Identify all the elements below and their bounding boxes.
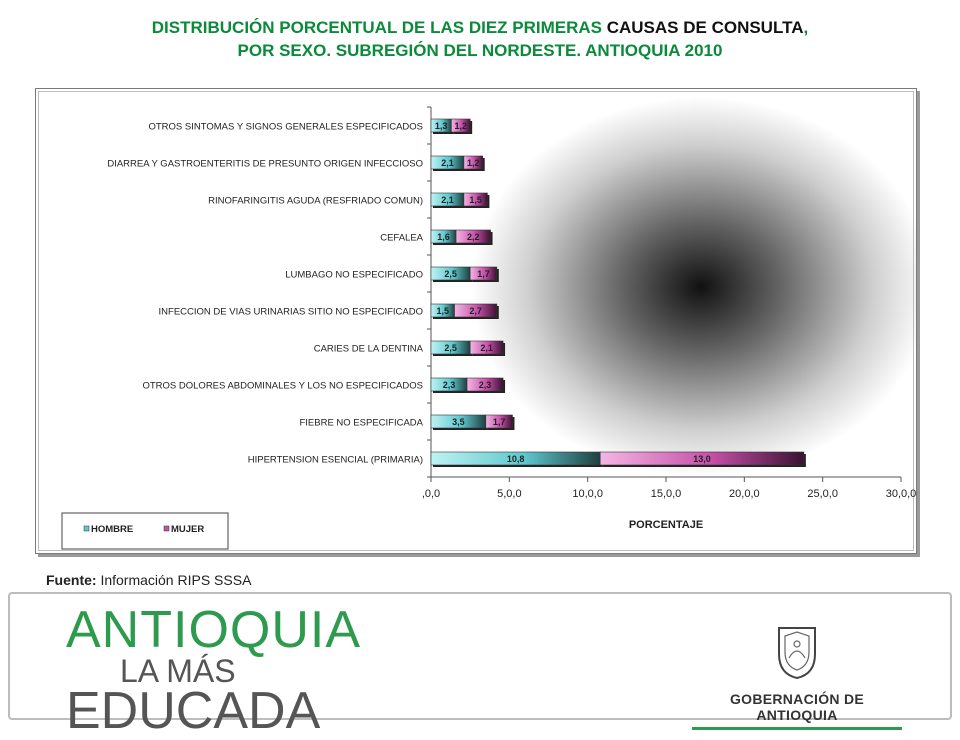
data-label: 1,5 xyxy=(436,306,449,316)
bar-mujer xyxy=(466,377,504,392)
bar-mujer xyxy=(463,155,483,170)
government-name: GOBERNACIÓN DE ANTIOQUIA xyxy=(729,691,865,723)
x-tick-label: 30,0,0 xyxy=(886,488,916,500)
data-label: 2,1 xyxy=(441,195,454,205)
bar-mujer xyxy=(454,303,498,318)
category-label: RINOFARINGITIS AGUDA (RESFRIADO COMUN) xyxy=(208,196,423,207)
data-label: 2,3 xyxy=(479,380,492,390)
category-label: HIPERTENSION ESENCIAL (PRIMARIA) xyxy=(248,455,423,466)
legend-label-hombre: HOMBRE xyxy=(91,524,133,535)
chart-frame: ,0,0 5,0,0 10,0,0 15,0,0 20,0,0 25,0,0 30,0,0 P… xyxy=(35,88,917,554)
x-tick-label: 25,0,0 xyxy=(807,488,838,500)
data-label: 1,7 xyxy=(493,417,506,427)
data-label: 3,5 xyxy=(452,417,465,427)
x-tick-label: 15,0,0 xyxy=(651,488,682,500)
source-label: Fuente: xyxy=(46,572,97,588)
source-note: Fuente: Información RIPS SSSA xyxy=(46,572,251,588)
data-label: 2,5 xyxy=(444,343,457,353)
category-label: INFECCION DE VIAS URINARIAS SITIO NO ESP… xyxy=(159,307,423,318)
government-logo: GOBERNACIÓN DE ANTIOQUIA xyxy=(692,624,902,730)
data-label: 2,7 xyxy=(469,306,482,316)
bar-mujer xyxy=(455,229,491,244)
legend-box xyxy=(61,512,229,550)
x-tick-label: ,0,0 xyxy=(422,488,440,500)
antioquia-logo: ANTIOQUIA LA MÁS EDUCADA xyxy=(66,601,362,740)
chart-inner-border xyxy=(38,91,914,551)
bar-mujer xyxy=(469,340,504,355)
logo-line3: EDUCADA xyxy=(66,682,321,740)
category-label: DIARREA Y GASTROENTERITIS DE PRESUNTO OR… xyxy=(107,159,423,170)
title-line1-c: , xyxy=(803,18,809,37)
legend-label-mujer: MUJER xyxy=(171,524,204,535)
category-label: OTROS SINTOMAS Y SIGNOS GENERALES ESPECI… xyxy=(148,122,423,133)
bar-mujer xyxy=(463,192,488,207)
title-highlight: CAUSAS DE CONSULTA xyxy=(606,18,804,37)
x-tick-label: 5,0,0 xyxy=(497,488,521,500)
data-label: 1,3 xyxy=(435,121,448,131)
bar-mujer xyxy=(485,414,513,429)
footer-banner: ANTIOQUIA LA MÁS EDUCADA GOBERNACIÓN DE … xyxy=(8,592,952,737)
government-underline xyxy=(692,727,902,730)
data-label: 2,5 xyxy=(444,269,457,279)
legend-swatch-mujer xyxy=(163,525,170,532)
data-label: 2,1 xyxy=(441,158,454,168)
legend: HOMBRE MUJER xyxy=(61,512,229,550)
data-label: 10,8 xyxy=(507,454,525,464)
data-label: 1,2 xyxy=(455,121,468,131)
bar-mujer xyxy=(599,451,805,466)
bar-mujer xyxy=(451,118,471,133)
data-label: 1,2 xyxy=(467,158,480,168)
data-label: 2,2 xyxy=(467,232,480,242)
logo-line1: ANTIOQUIA xyxy=(66,601,362,659)
data-label: 13,0 xyxy=(693,454,711,464)
data-label: 1,5 xyxy=(469,195,482,205)
category-label: CEFALEA xyxy=(380,233,423,244)
source-text: Información RIPS SSSA xyxy=(96,572,252,588)
bar-mujer xyxy=(469,266,498,281)
category-label: LUMBAGO NO ESPECIFICADO xyxy=(285,270,423,281)
legend-swatch-hombre xyxy=(83,525,90,532)
bar-chart: ,0,0 5,0,0 10,0,0 15,0,0 20,0,0 25,0,0 30,0,0 P… xyxy=(61,106,916,550)
title-line1-a: DISTRIBUCIÓN PORCENTUAL DE LAS DIEZ PRIM… xyxy=(151,18,607,37)
coat-of-arms-icon xyxy=(778,627,816,680)
data-label: 2,1 xyxy=(480,343,493,353)
data-label: 1,6 xyxy=(437,232,450,242)
x-tick-label: 20,0,0 xyxy=(729,488,760,500)
chart-title: DISTRIBUCIÓN PORCENTUAL DE LAS DIEZ PRIM… xyxy=(0,16,960,62)
category-label: CARIES DE LA DENTINA xyxy=(314,344,424,355)
data-label: 2,3 xyxy=(443,380,456,390)
category-label: FIEBRE NO ESPECIFICADA xyxy=(299,418,423,429)
logo-line2: LA MÁS xyxy=(120,653,236,689)
category-label: OTROS DOLORES ABDOMINALES Y LOS NO ESPEC… xyxy=(142,381,423,392)
data-label: 1,7 xyxy=(477,269,490,279)
title-line2: POR SEXO. SUBREGIÓN DEL NORDESTE. ANTIOQ… xyxy=(237,41,723,60)
x-axis-label: PORCENTAJE xyxy=(629,519,703,531)
x-tick-label: 10,0,0 xyxy=(572,488,603,500)
